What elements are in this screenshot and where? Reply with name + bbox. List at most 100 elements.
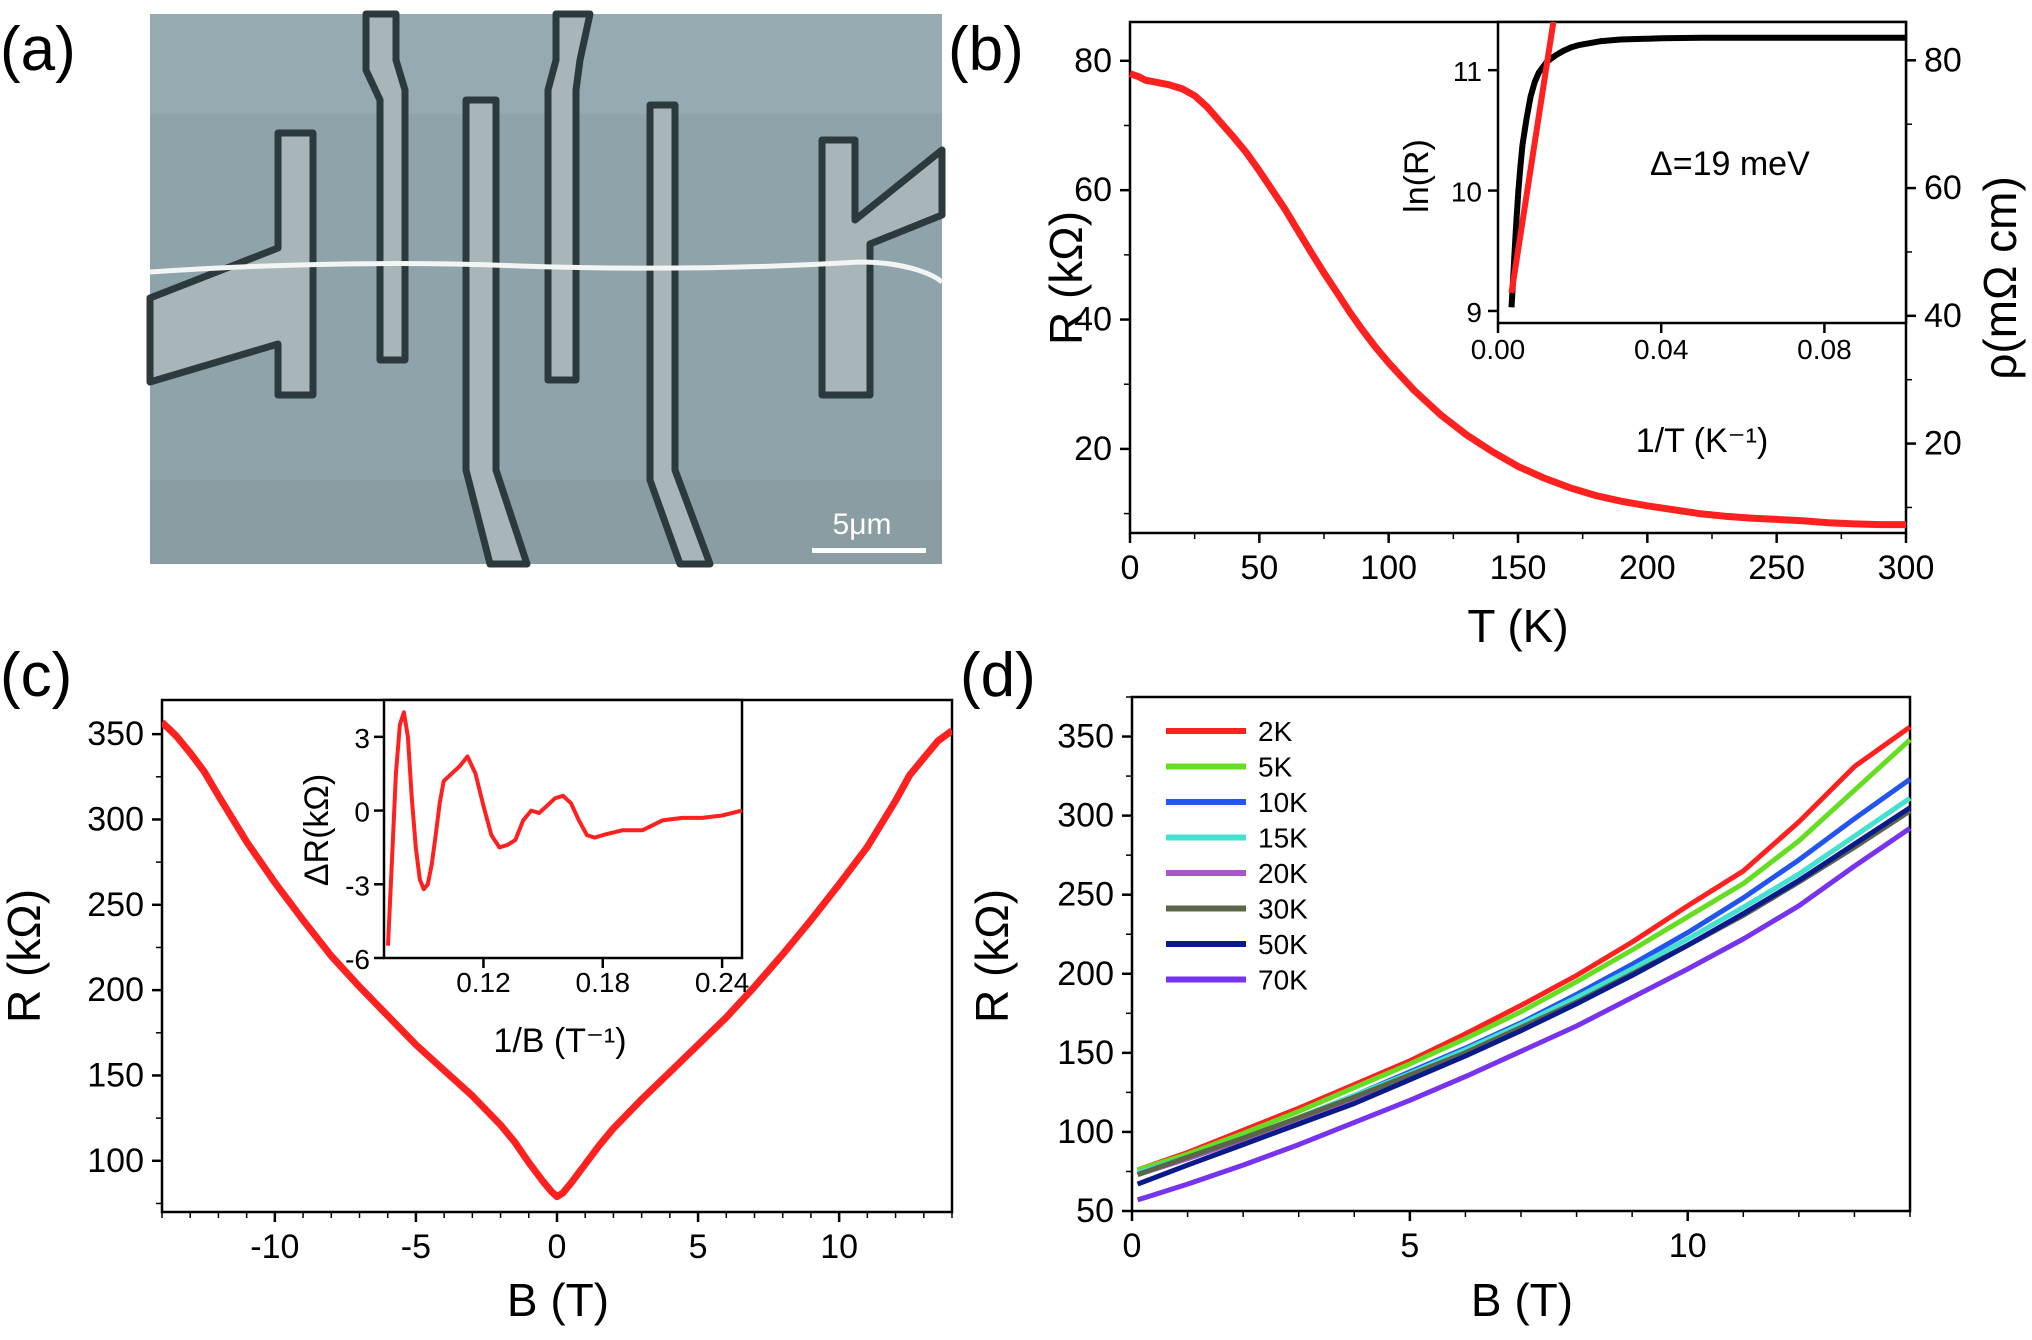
d-x-tick-label: 10 [1669,1227,1707,1265]
panel-c: (c) -10 -5 0 5 10 100 150 200 250 300 350 B (T) R… [0,641,954,1326]
bi-y-tick-label: 9 [1466,297,1482,328]
panel-a: (a) 5μm [0,10,946,568]
d-y-tick-label: 100 [1057,1113,1114,1151]
d-x-tick-label: 5 [1400,1227,1419,1265]
data-line-R-vs-T [1128,70,1906,529]
legend-label-30K: 30K [1258,894,1308,925]
x-axis-label-b: T (K) [1467,600,1568,652]
b-y2-tick-label: 40 [1924,297,1962,335]
inset-c-x-label: 1/B (T⁻¹) [493,1022,626,1060]
series-line-70K [1136,826,1912,1203]
panel-label-c: (c) [0,641,72,710]
inset-b-x-ticks: 0.00 0.04 0.08 [1471,323,1852,365]
y2-ticks-b: 20 40 60 80 [1906,41,1962,509]
y-axis-label-b: R (kΩ) [1040,211,1092,345]
legend-d: 2K 5K 10K 15K 20K 30K 50K 70K [1166,716,1308,996]
c-y-tick-label: 300 [87,800,144,838]
c-y-tick-label: 250 [87,886,144,924]
ci-y-tick-label: -6 [345,944,370,975]
d-y-tick-label: 200 [1057,955,1114,993]
c-x-tick-label: -10 [250,1228,299,1266]
nanowire [149,259,944,284]
ci-x-tick-label: 0.24 [695,967,750,998]
inset-b-y-label: ln(R) [1398,139,1436,213]
c-x-tick-label: 5 [689,1228,708,1266]
series-line-15K [1136,796,1912,1176]
inset-c-y-label: ΔR(kΩ) [298,774,336,886]
b-y-tick-label: 20 [1074,430,1112,468]
b-y2-tick-label: 20 [1924,425,1962,463]
x-ticks-b: 0 50 100 150 200 250 300 [1121,533,1935,587]
legend-label-20K: 20K [1258,858,1308,889]
inset-c-data-line [386,710,743,946]
series-line-2K [1136,724,1912,1173]
y-ticks-c: 100 150 200 250 300 350 [87,715,162,1205]
legend-label-15K: 15K [1258,823,1308,854]
x-axis-label-c: B (T) [507,1274,609,1326]
y-ticks-d: 50 100 150 200 250 300 350 [1057,696,1132,1230]
b-y-tick-label: 80 [1074,42,1112,80]
x-ticks-c: -10 -5 0 5 10 [161,1212,953,1266]
ci-y-tick-label: 3 [354,723,370,754]
b-x-tick-label: 200 [1619,549,1676,587]
legend-label-70K: 70K [1258,965,1308,996]
d-y-tick-label: 350 [1057,718,1114,756]
bi-x-tick-label: 0.04 [1634,334,1689,365]
inset-b-fit-line [1508,22,1557,294]
inset-b-annotation: Δ=19 meV [1650,145,1810,183]
ci-x-tick-label: 0.18 [576,967,631,998]
sem-image: 5μm [146,10,946,568]
c-y-tick-label: 100 [87,1142,144,1180]
inset-b-y-ticks: 9 10 11 [1451,56,1498,328]
b-x-tick-label: 150 [1490,549,1547,587]
panel-label-a: (a) [0,15,76,84]
b-y2-tick-label: 60 [1924,169,1962,207]
bi-x-tick-label: 0.08 [1797,334,1852,365]
panel-d: (d) 0 5 10 50 100 150 200 250 300 350 2K 5K 10K 15K… [960,641,1912,1326]
ci-y-tick-label: -3 [345,870,370,901]
legend-label-50K: 50K [1258,929,1308,960]
bi-y-tick-label: 10 [1451,177,1482,208]
inset-c-frame [382,698,744,960]
d-y-tick-label: 150 [1057,1034,1114,1072]
b-y2-tick-label: 80 [1924,41,1962,79]
series-line-5K [1136,737,1912,1173]
b-x-tick-label: 0 [1121,549,1140,587]
y-ticks-b: 20 40 60 80 [1074,42,1130,515]
series-line-10K [1136,777,1912,1176]
y2-axis-label-b: ρ(mΩ cm) [1974,176,2026,380]
scale-bar [812,548,926,553]
inset-b-x-label: 1/T (K⁻¹) [1636,422,1769,460]
c-y-tick-label: 350 [87,715,144,753]
b-x-tick-label: 100 [1360,549,1417,587]
b-x-tick-label: 300 [1878,549,1935,587]
inset-b-data-line [1508,34,1906,308]
d-x-tick-label: 0 [1123,1227,1142,1265]
b-y-tick-label: 60 [1074,171,1112,209]
x-axis-label-d: B (T) [1471,1274,1573,1326]
scale-bar-label: 5μm [833,508,892,541]
inset-c-x-ticks: 0.12 0.18 0.24 [456,958,749,998]
d-y-tick-label: 300 [1057,797,1114,835]
inset-c-y-ticks: 3 0 -3 -6 [345,723,384,975]
x-ticks-d: 0 5 10 [1123,1211,1911,1265]
y-axis-label-d: R (kΩ) [966,889,1018,1023]
c-y-tick-label: 150 [87,1056,144,1094]
inset-b-frame [1496,20,1908,325]
b-x-tick-label: 250 [1748,549,1805,587]
c-x-tick-label: -5 [401,1228,431,1266]
legend-label-2K: 2K [1258,716,1293,747]
inset-b: 0.00 0.04 0.08 9 10 11 Δ=19 meV 1/T (K⁻¹) ln… [1398,20,1908,460]
legend-label-10K: 10K [1258,787,1308,818]
y-axis-label-c: R (kΩ) [0,889,50,1023]
d-y-tick-label: 50 [1076,1192,1114,1230]
bi-x-tick-label: 0.00 [1471,334,1526,365]
data-lines-d [1136,724,1912,1203]
data-line-R-vs-B [162,719,952,1201]
b-x-tick-label: 50 [1240,549,1278,587]
bi-y-tick-label: 11 [1453,56,1482,87]
legend-label-5K: 5K [1258,752,1293,783]
d-y-tick-label: 250 [1057,876,1114,914]
c-x-tick-label: 10 [820,1228,858,1266]
